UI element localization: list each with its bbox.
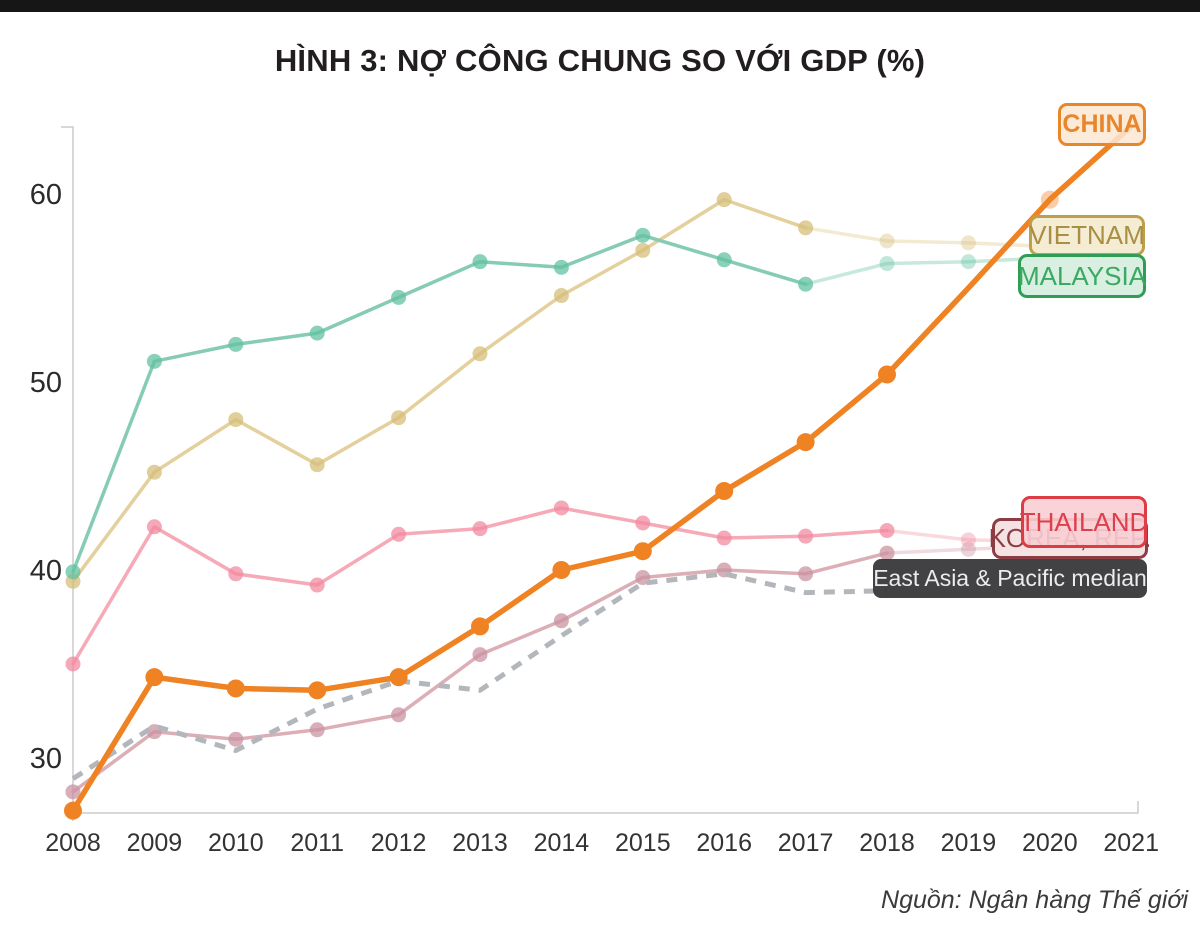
point-korea-2019-faded — [960, 541, 976, 557]
point-thailand-2015 — [635, 515, 651, 531]
series-label-eap-median: East Asia & Pacific median — [873, 559, 1147, 598]
point-thailand-2010 — [228, 566, 244, 582]
point-malaysia-2009 — [146, 353, 162, 369]
page-title: HÌNH 3: NỢ CÔNG CHUNG SO VỚI GDP (%) — [274, 42, 926, 78]
point-korea-2010 — [228, 731, 244, 747]
x-axis-tick-label: 2011 — [290, 829, 344, 857]
axes — [61, 126, 1139, 814]
y-axis-tick-label: 40 — [30, 555, 62, 587]
point-vietnam-2015 — [635, 242, 651, 258]
point-thailand-2019-faded — [960, 532, 976, 548]
point-vietnam-2011 — [309, 457, 325, 473]
point-vietnam-2012 — [391, 410, 407, 426]
point-china-2011 — [308, 681, 327, 700]
series-label-thailand: THAILAND — [1020, 496, 1148, 548]
x-axis-tick-label: 2015 — [615, 829, 671, 857]
point-china-2015 — [633, 542, 652, 561]
x-axis-tick-label: 2020 — [1022, 829, 1078, 857]
y-axis-tick-label: 30 — [30, 743, 62, 775]
point-malaysia-2011 — [309, 325, 325, 341]
point-malaysia-2010 — [228, 336, 244, 352]
point-korea-2008 — [65, 784, 81, 800]
point-malaysia-2013 — [472, 254, 488, 270]
y-axis-tick-label: 60 — [30, 179, 62, 211]
point-thailand-2009 — [146, 519, 162, 535]
x-axis-tick-label: 2010 — [208, 829, 264, 857]
point-china-2010 — [226, 679, 245, 698]
y-axis-tick-label: 50 — [30, 367, 62, 399]
point-vietnam-2017 — [798, 220, 814, 236]
x-axis-tick-label: 2012 — [371, 829, 427, 857]
series-line-eap-median — [71, 571, 888, 781]
point-korea-2014 — [553, 613, 569, 629]
x-axis-tick-label: 2014 — [534, 829, 590, 857]
point-malaysia-2015 — [635, 227, 651, 243]
point-malaysia-2008 — [65, 564, 81, 580]
point-thailand-2008 — [65, 656, 81, 672]
series-label-china: CHINA — [1058, 103, 1146, 146]
series-line-vietnam — [71, 197, 808, 584]
point-thailand-2013 — [472, 521, 488, 537]
point-china-2020-faded — [1040, 190, 1059, 209]
point-china-2016 — [715, 482, 734, 501]
point-malaysia-2017 — [798, 276, 814, 292]
x-axis-tick-label: 2018 — [859, 829, 915, 857]
point-china-2013 — [471, 617, 489, 636]
point-malaysia-2014 — [553, 259, 569, 275]
point-korea-2018 — [879, 545, 895, 561]
point-vietnam-2019-faded — [960, 235, 976, 251]
point-thailand-2012 — [391, 526, 407, 542]
point-china-2014 — [552, 561, 571, 579]
point-china-2009 — [145, 668, 164, 687]
source-text: Nguồn: Ngân hàng Thế giới — [881, 886, 1188, 914]
point-china-2018 — [878, 365, 896, 384]
point-china-2012 — [389, 668, 408, 687]
point-vietnam-2009 — [146, 464, 162, 480]
series-line-korea — [71, 551, 889, 794]
series-label-vietnam: VIETNAM — [1029, 215, 1145, 256]
point-thailand-2016 — [716, 530, 732, 546]
point-thailand-2011 — [309, 577, 325, 593]
point-vietnam-2010 — [228, 412, 244, 428]
point-thailand-2017 — [798, 528, 814, 544]
point-thailand-2018 — [879, 523, 895, 539]
x-axis-tick-label: 2013 — [452, 829, 508, 857]
series-line-malaysia — [71, 233, 808, 574]
x-axis-tick-label: 2009 — [127, 829, 183, 857]
point-vietnam-2016 — [716, 192, 732, 208]
point-china-2017 — [796, 433, 815, 452]
point-korea-2017 — [798, 566, 814, 582]
point-malaysia-2018-faded — [879, 256, 895, 272]
x-axis-tick-label: 2016 — [696, 829, 752, 857]
point-malaysia-2019-faded — [960, 254, 976, 270]
series-line-china — [70, 123, 1134, 814]
point-vietnam-2014 — [553, 288, 569, 304]
top-divider-bar — [0, 0, 1200, 12]
x-axis-tick-label: 2017 — [778, 829, 834, 857]
point-korea-2012 — [391, 707, 407, 723]
x-axis-tick-label: 2019 — [941, 829, 997, 857]
point-vietnam-2013 — [472, 346, 488, 362]
point-vietnam-2018-faded — [879, 233, 895, 249]
x-axis-tick-label: 2021 — [1103, 829, 1159, 857]
point-korea-2011 — [309, 722, 325, 738]
x-axis-tick-label: 2008 — [45, 829, 101, 857]
point-malaysia-2012 — [391, 289, 407, 305]
point-china-2008 — [64, 801, 82, 820]
point-malaysia-2016 — [716, 252, 732, 268]
point-korea-2013 — [472, 647, 488, 663]
point-thailand-2014 — [553, 500, 569, 516]
series-label-malaysia: MALAYSIA — [1018, 254, 1146, 298]
